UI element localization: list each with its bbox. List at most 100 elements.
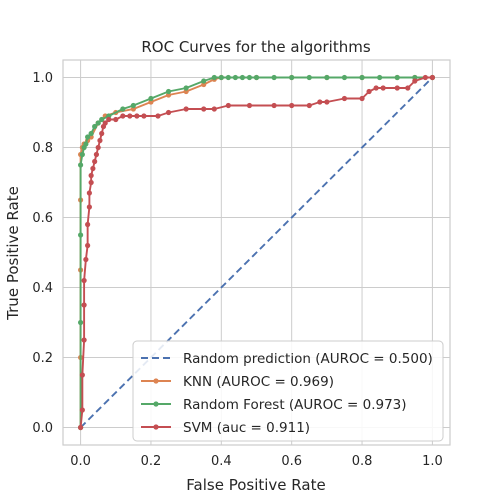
- legend-marker: [153, 401, 159, 407]
- data-point: [113, 116, 119, 123]
- data-point: [341, 95, 348, 102]
- data-point: [225, 74, 231, 81]
- data-point: [429, 74, 436, 81]
- data-point: [271, 74, 277, 81]
- data-point: [341, 74, 348, 81]
- legend-label: Random prediction (AUROC = 0.500): [183, 351, 433, 367]
- data-point: [232, 74, 238, 81]
- data-point: [359, 95, 365, 102]
- data-point: [201, 78, 207, 84]
- data-point: [289, 102, 295, 109]
- legend-item: Random prediction (AUROC = 0.500): [141, 351, 433, 367]
- data-point: [380, 85, 386, 91]
- series-3: [77, 74, 436, 431]
- data-point: [81, 302, 87, 308]
- data-point: [218, 74, 224, 81]
- x-tick-label: 0.8: [352, 454, 373, 469]
- data-point: [85, 221, 91, 228]
- legend-label: Random Forest (AUROC = 0.973): [183, 397, 407, 413]
- data-point: [86, 204, 92, 210]
- data-point: [373, 85, 379, 91]
- data-point: [127, 113, 133, 119]
- data-point: [324, 74, 330, 81]
- chart-title: ROC Curves for the algorithms: [141, 38, 370, 56]
- data-point: [271, 102, 277, 109]
- legend-marker: [153, 424, 159, 430]
- y-tick-label: 1.0: [32, 71, 53, 86]
- data-point: [79, 407, 85, 413]
- data-point: [246, 102, 253, 109]
- y-tick-label: 0.6: [32, 211, 53, 226]
- data-point: [92, 158, 98, 165]
- y-tick-label: 0.2: [32, 351, 53, 366]
- data-point: [366, 88, 372, 95]
- data-point: [141, 113, 147, 119]
- legend-label: KNN (AUROC = 0.969): [183, 374, 334, 390]
- data-point: [359, 74, 365, 81]
- data-point: [211, 74, 217, 81]
- data-point: [253, 74, 260, 81]
- data-point: [306, 102, 312, 109]
- data-point: [88, 130, 94, 137]
- data-point: [155, 113, 161, 119]
- data-point: [106, 116, 112, 123]
- data-point: [422, 74, 428, 81]
- data-point: [85, 242, 91, 249]
- legend-item: SVM (auc = 0.911): [141, 420, 310, 436]
- legend-marker: [153, 378, 159, 384]
- data-point: [99, 130, 105, 137]
- data-point: [88, 172, 94, 179]
- x-tick-label: 0.6: [281, 454, 302, 469]
- data-point: [77, 162, 84, 168]
- data-point: [90, 165, 96, 172]
- data-point: [377, 74, 383, 81]
- data-point: [81, 337, 87, 343]
- data-point: [77, 319, 84, 326]
- data-point: [83, 256, 89, 263]
- data-point: [183, 106, 189, 112]
- tick-labels: 0.0 0.2 0.4 0.6 0.8 1.0 0.0 0.2 0.4 0.6 0.8 1.0: [32, 71, 442, 469]
- legend-item: Random Forest (AUROC = 0.973): [141, 397, 407, 413]
- x-tick-label: 0.0: [70, 454, 91, 469]
- data-point: [88, 179, 94, 186]
- data-point: [86, 190, 92, 196]
- data-point: [405, 85, 411, 91]
- data-point: [183, 85, 189, 91]
- data-point: [239, 74, 246, 81]
- plot-area-frame: [62, 59, 451, 446]
- data-point: [324, 99, 330, 105]
- data-point: [77, 424, 84, 431]
- data-point: [79, 372, 85, 378]
- x-tick-label: 0.2: [141, 454, 162, 469]
- data-point: [102, 120, 108, 126]
- data-point: [211, 106, 217, 112]
- data-point: [394, 85, 400, 91]
- data-point: [165, 88, 172, 95]
- data-point: [120, 106, 126, 112]
- data-point: [97, 137, 103, 144]
- data-point: [130, 102, 136, 109]
- data-point: [79, 151, 85, 158]
- data-point: [95, 144, 101, 151]
- data-point: [134, 113, 140, 119]
- data-point: [317, 99, 323, 105]
- data-point: [246, 74, 253, 81]
- data-point: [225, 102, 231, 109]
- y-tick-label: 0.0: [32, 421, 53, 436]
- legend-frame: [132, 340, 444, 442]
- y-axis-label: True Positive Rate: [4, 186, 22, 321]
- x-tick-label: 1.0: [422, 454, 443, 469]
- y-tick-label: 0.8: [32, 141, 53, 156]
- data-point: [306, 74, 312, 81]
- data-point: [99, 116, 105, 123]
- data-point: [412, 78, 418, 84]
- y-tick-label: 0.4: [32, 281, 53, 296]
- data-point: [93, 151, 100, 158]
- grid: [63, 60, 450, 445]
- x-tick-label: 0.4: [211, 454, 232, 469]
- data-point: [148, 95, 154, 102]
- data-point: [92, 123, 98, 130]
- data-point: [289, 74, 295, 81]
- data-point: [83, 141, 89, 147]
